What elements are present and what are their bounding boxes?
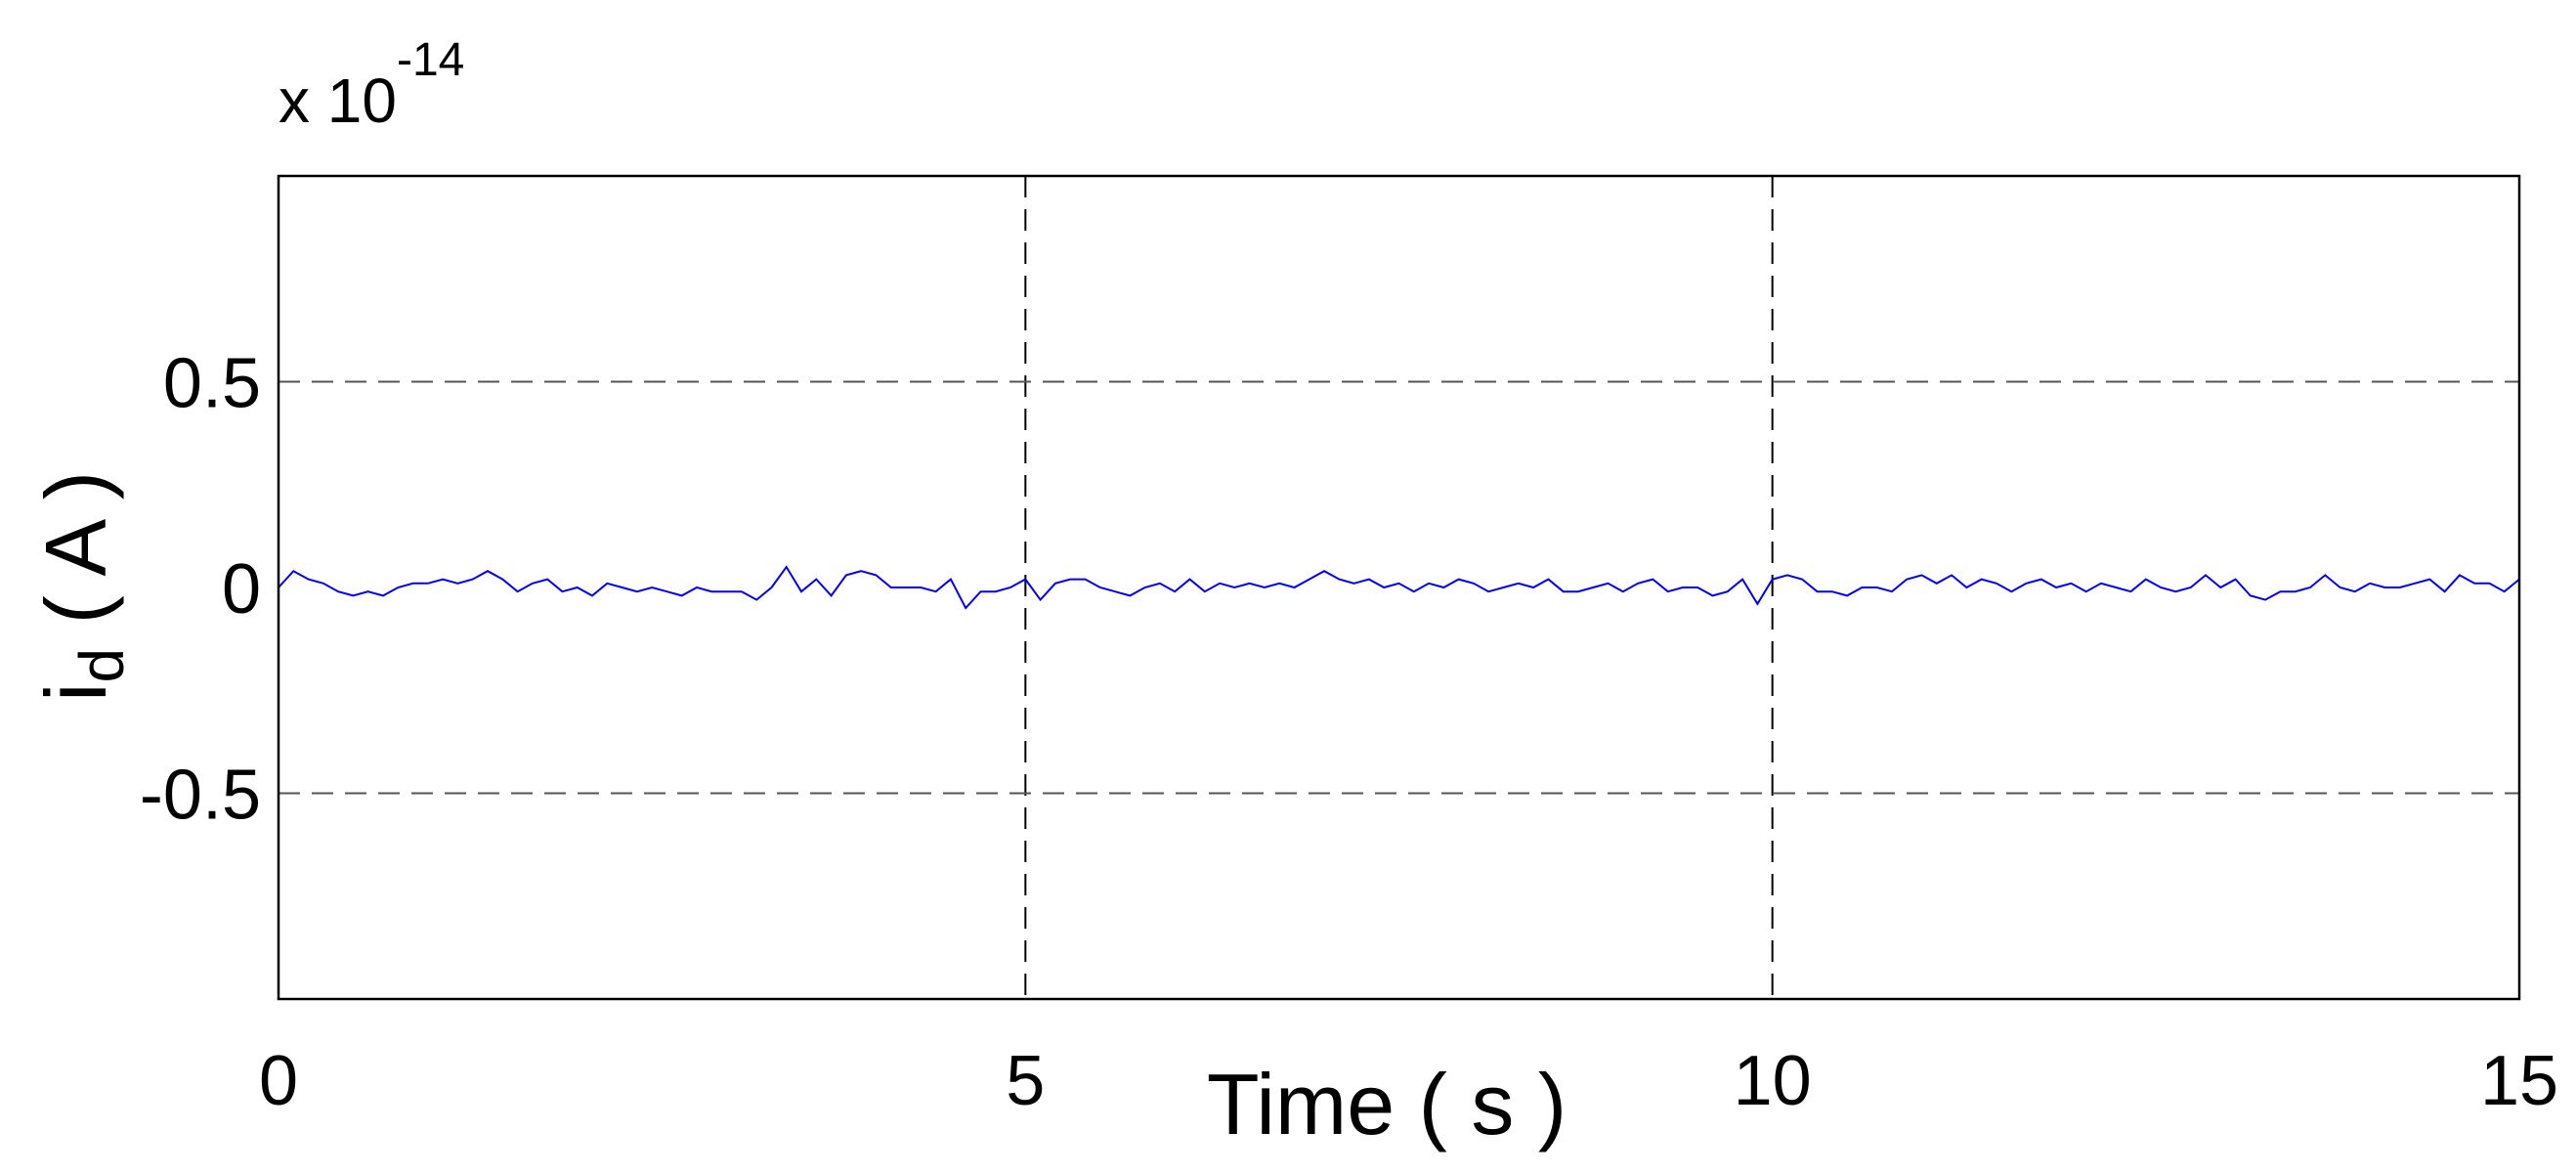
y-axis-multiplier-base: x 10: [279, 65, 397, 136]
x-tick-label: 5: [1006, 1042, 1045, 1120]
y-tick-labels: -0.5 0 0.5: [140, 345, 261, 835]
x-tick-label: 0: [259, 1042, 298, 1120]
y-tick-label: 0.5: [163, 345, 261, 423]
x-tick-label: 15: [2480, 1042, 2558, 1120]
y-tick-label: 0: [222, 550, 261, 629]
series-group: [278, 565, 2520, 610]
y-tick-label: -0.5: [140, 757, 261, 835]
y-axis-label: id ( A ): [27, 471, 137, 702]
y-axis-multiplier-exponent: -14: [397, 34, 464, 86]
x-axis-label: Time ( s ): [1207, 1056, 1567, 1152]
y-axis-label-prefix: i: [27, 682, 124, 702]
plot-area-frame: [277, 174, 2521, 1001]
y-axis-label-suffix: ( A ): [27, 471, 124, 648]
x-tick-label: 10: [1734, 1042, 1812, 1120]
y-axis-multiplier: x 10-14: [279, 34, 464, 136]
x-tick-labels: 0 5 10 15: [259, 1042, 2558, 1120]
series-line-0: [278, 565, 2520, 610]
y-axis-label-subscript: d: [66, 648, 137, 683]
grid-lines: [279, 176, 2519, 999]
